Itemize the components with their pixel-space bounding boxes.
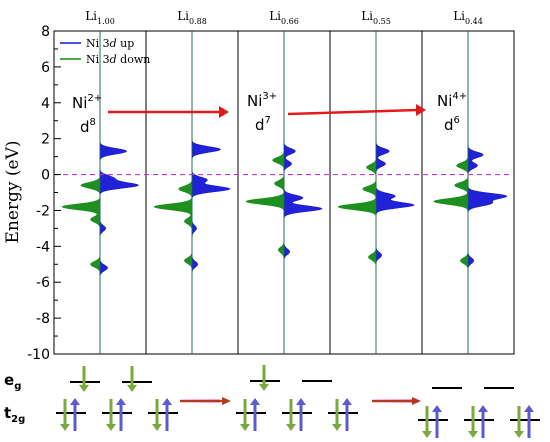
annotation-ni4: Ni4+ d6: [437, 91, 467, 134]
plot-area: [53, 30, 515, 355]
annotation-ni4-config: d6: [444, 115, 460, 134]
y-tick-label: -10: [27, 347, 50, 363]
dos-down-area: [153, 31, 193, 354]
panel-title: Li1.00: [85, 9, 115, 26]
dos-up-area: [191, 31, 231, 354]
orbital-diagram: eg t2g: [4, 365, 540, 438]
dos-down-area: [337, 31, 377, 354]
y-tick-label: 0: [41, 168, 50, 184]
t2g-electron-up-head: [70, 398, 80, 405]
t2g-electron-up-head: [524, 405, 534, 412]
t2g-electron-up-head: [432, 405, 442, 412]
dos-down-area: [433, 31, 469, 354]
eg-electron-down-head: [259, 384, 269, 391]
annotation-ni2: Ni2+ d8: [72, 93, 102, 136]
y-axis: 8 6 4 2 0 -2 -4 -6 -8 -10: [27, 24, 61, 363]
annotation-ni3-ion: Ni3+: [247, 91, 277, 110]
t2g-electron-down-head: [332, 424, 342, 431]
dos-up-area: [467, 31, 508, 354]
annotation-ni3: Ni3+ d7: [247, 91, 277, 134]
t2g-electron-down-head: [514, 431, 524, 438]
legend: Ni 3d up Ni 3d down: [60, 37, 150, 66]
diagram-arrowhead-2: [412, 397, 421, 405]
panel-title: Li0.88: [177, 9, 207, 26]
t2g-electron-up-head: [342, 398, 352, 405]
dos-up-area: [375, 31, 415, 354]
panel-titles: Li1.00 Li0.88 Li0.66 Li0.55 Li0.44: [85, 9, 483, 26]
t2g-label: t2g: [4, 404, 25, 425]
y-tick-label: 4: [41, 96, 50, 112]
t2g-electron-down-head: [240, 424, 250, 431]
t2g-electron-up-head: [162, 398, 172, 405]
t2g-electron-down-head: [60, 424, 70, 431]
transition-arrow-2: [287, 108, 419, 116]
annotation-ni2-config: d8: [80, 117, 96, 136]
dos-up-area: [283, 31, 323, 354]
y-tick-label: -2: [36, 203, 50, 219]
t2g-electron-up-head: [296, 398, 306, 405]
legend-label-down: Ni 3d down: [86, 53, 150, 66]
t2g-electron-up-head: [116, 398, 126, 405]
annotation-ni3-config: d7: [255, 115, 271, 134]
t2g-electron-up-head: [250, 398, 260, 405]
transition-arrowhead-1: [219, 106, 229, 118]
t2g-electron-down-head: [106, 424, 116, 431]
panel-title: Li0.44: [453, 9, 483, 26]
transition-arrowhead-2: [416, 104, 426, 116]
t2g-electron-down-head: [286, 424, 296, 431]
transition-arrows: [108, 104, 426, 118]
y-tick-label: -4: [36, 239, 50, 255]
annotation-ni4-ion: Ni4+: [437, 91, 467, 110]
y-tick-label: -6: [36, 275, 50, 291]
orbital-levels: [56, 365, 540, 438]
t2g-electron-down-head: [422, 431, 432, 438]
dos-down-area: [61, 31, 101, 354]
t2g-electron-down-head: [152, 424, 162, 431]
panel-title: Li0.66: [269, 9, 299, 26]
t2g-electron-down-head: [468, 431, 478, 438]
y-tick-label: 8: [41, 24, 50, 40]
y-tick-label: -8: [36, 311, 50, 327]
eg-electron-down-head: [79, 385, 89, 392]
dos-down-area: [245, 31, 285, 354]
annotation-ni2-ion: Ni2+: [72, 93, 102, 112]
diagram-arrowhead-1: [222, 397, 231, 405]
legend-label-up: Ni 3d up: [86, 37, 134, 50]
eg-electron-down-head: [127, 385, 137, 392]
y-axis-label: Energy (eV): [3, 140, 23, 243]
panel-title: Li0.55: [361, 9, 391, 26]
eg-label: eg: [4, 371, 21, 392]
dos-up-area: [99, 31, 140, 354]
y-tick-label: 6: [41, 60, 50, 76]
y-tick-label: 2: [41, 132, 50, 148]
t2g-electron-up-head: [478, 405, 488, 412]
